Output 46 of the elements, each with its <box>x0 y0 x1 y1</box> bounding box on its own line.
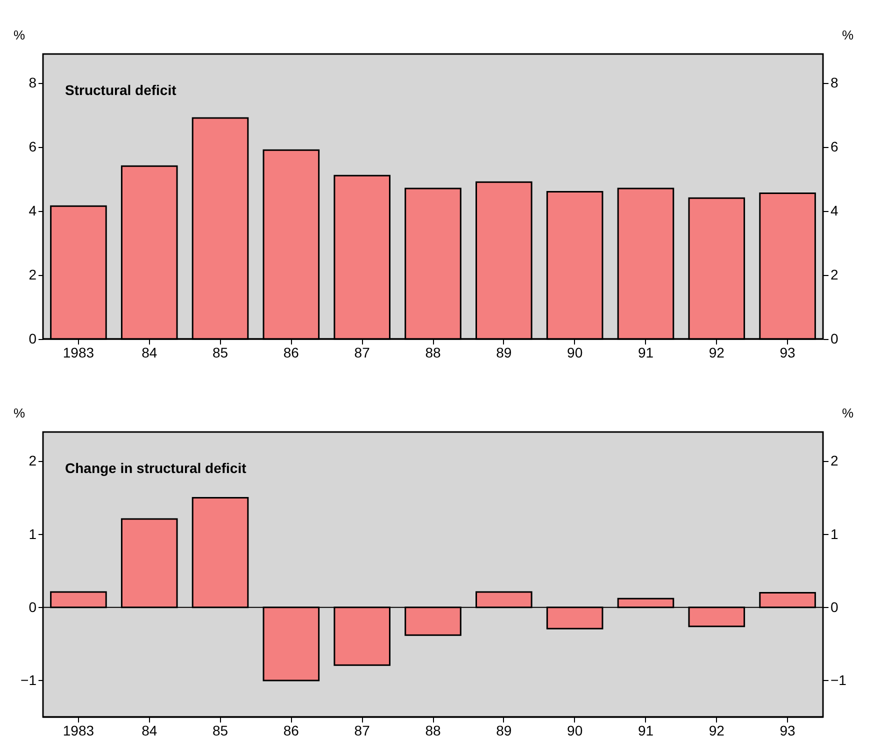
y-tick-label: 2 <box>28 452 37 469</box>
text: Structural deficit <box>65 82 177 98</box>
x-tick-label: 91 <box>638 344 654 360</box>
y-tick-label: 2 <box>28 266 37 282</box>
y2-tick-label: 4 <box>830 202 838 218</box>
y2-tick-label: 8 <box>830 74 838 90</box>
y2-tick-label: 0 <box>830 330 838 346</box>
y-axis-title: % <box>14 28 26 42</box>
y2-tick-label: 2 <box>830 452 838 469</box>
y-tick-label: 8 <box>28 74 37 90</box>
x-tick-label: 85 <box>212 722 228 738</box>
x-tick-label: 88 <box>425 722 441 738</box>
x-tick-label: 86 <box>283 722 300 738</box>
y-tick-label: 6 <box>28 138 37 154</box>
x-tick-label: 85 <box>212 344 228 360</box>
x-tick-label: 88 <box>425 344 441 360</box>
x-tick-label: 87 <box>354 344 370 360</box>
y-tick-label: 4 <box>28 202 37 218</box>
y-tick-label: 1 <box>28 526 37 542</box>
x-tick-label: 84 <box>142 722 158 738</box>
x-tick-label: 84 <box>142 344 158 360</box>
x-tick-label: 1983 <box>62 344 94 360</box>
x-tick-label: 93 <box>780 722 796 738</box>
y2-tick-label: 0 <box>830 598 838 615</box>
x-tick-label: 93 <box>780 344 796 360</box>
y2-axis-title: % <box>842 406 854 420</box>
y-tick-label: 0 <box>28 598 37 615</box>
x-tick-label: 90 <box>567 344 583 360</box>
text: Change in structural deficit <box>65 460 247 476</box>
x-tick-label: 86 <box>283 344 300 360</box>
y2-tick-label: 6 <box>830 138 838 154</box>
y2-axis-title: % <box>842 28 854 42</box>
y-axis-title: % <box>14 406 26 420</box>
y-tick-label: 0 <box>28 330 37 346</box>
y2-tick-label: 2 <box>830 266 838 282</box>
x-tick-label: 89 <box>496 722 512 738</box>
y-tick-label: −1 <box>20 672 37 688</box>
y2-tick-label: 1 <box>830 526 838 542</box>
x-tick-label: 90 <box>567 722 583 738</box>
x-tick-label: 92 <box>708 344 725 360</box>
x-tick-label: 1983 <box>62 722 94 738</box>
x-tick-label: 89 <box>496 344 512 360</box>
x-tick-label: 91 <box>638 722 654 738</box>
x-tick-label: 87 <box>354 722 370 738</box>
y2-tick-label: −1 <box>830 672 847 688</box>
x-tick-label: 92 <box>708 722 725 738</box>
